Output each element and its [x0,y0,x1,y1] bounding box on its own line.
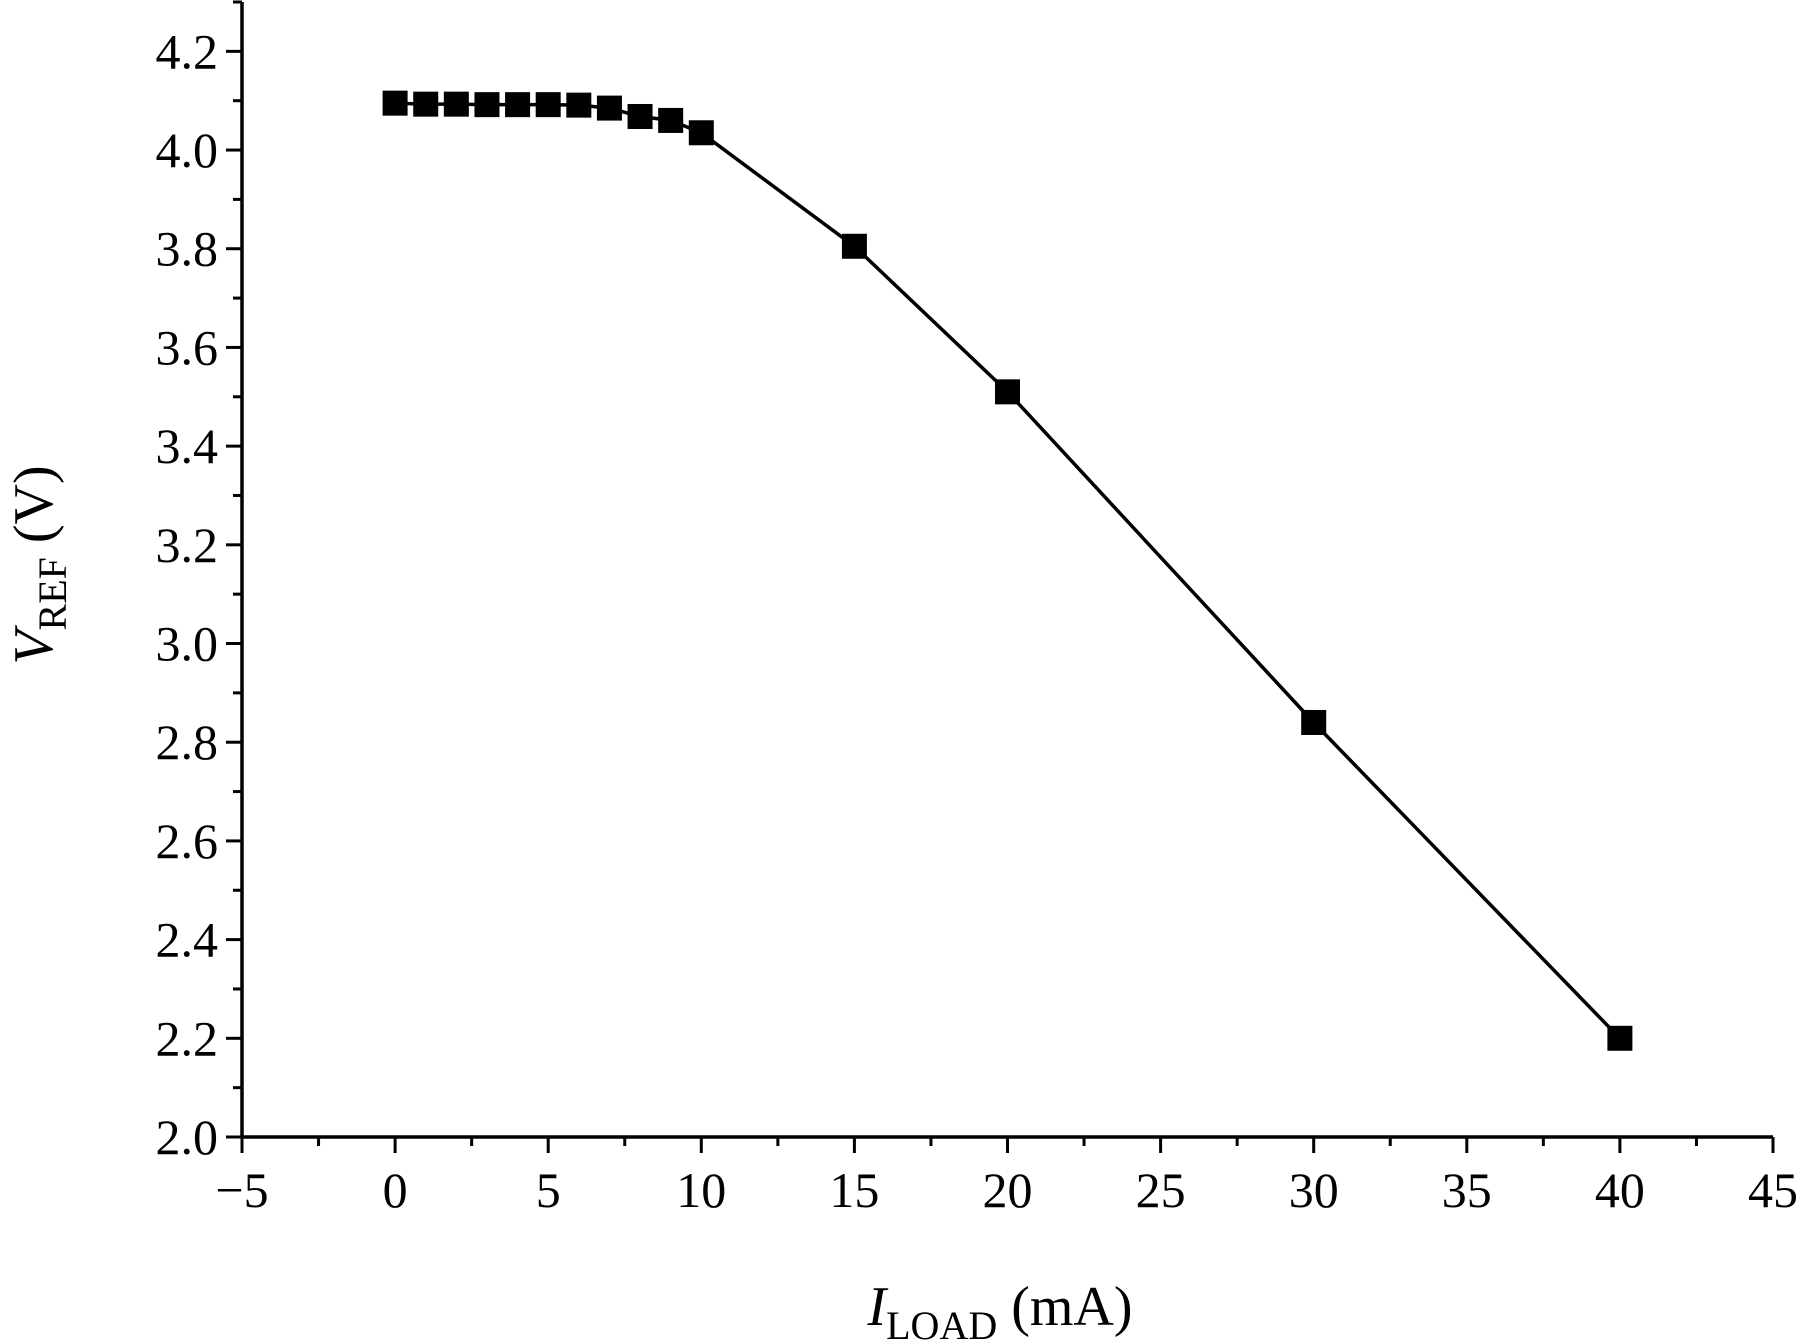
data-point-marker [382,90,408,116]
series-group [382,90,1633,1051]
data-point-marker [505,92,531,118]
x-tick-label: 45 [1748,1162,1798,1218]
x-axis-unit: (mA) [997,1276,1132,1338]
x-tick-label: 20 [983,1162,1033,1218]
axes: −5 0 5 10 15 20 25 30 35 40 45 2.0 2.2 2.4 2.6 2.8 3.0 3.… [156,0,1798,1218]
data-point-marker [413,91,439,117]
y-tick-label: 2.8 [156,714,219,770]
x-axis-symbol: I [866,1276,888,1338]
data-point-marker [688,120,714,146]
y-tick-label: 2.4 [156,912,219,968]
y-tick-label: 3.0 [156,616,219,672]
x-axis-title: ILOAD (mA) [866,1276,1132,1343]
y-tick-label: 2.2 [156,1010,219,1066]
data-point-marker [627,103,653,129]
x-tick-label: 15 [829,1162,879,1218]
y-axis-unit: (V) [3,465,65,557]
data-point-marker [1301,709,1327,735]
y-tick-label: 3.8 [156,221,219,277]
y-axis-subscript: REF [30,557,75,630]
data-point-marker [474,92,500,118]
x-tick-label: 40 [1595,1162,1645,1218]
y-tick-label: 3.4 [156,418,219,474]
x-tick-label: 25 [1136,1162,1186,1218]
y-tick-label: 2.0 [156,1109,219,1165]
y-tick-label: 4.2 [156,23,219,79]
x-tick-label: 30 [1289,1162,1339,1218]
y-tick-label: 3.6 [156,319,219,375]
data-point-marker [841,233,867,259]
data-point-marker [566,92,592,118]
data-point-marker [596,95,622,121]
y-tick-label: 2.6 [156,813,219,869]
y-axis-title: VREF (V) [3,465,75,664]
series-line [395,101,1622,1040]
data-point-marker [658,107,684,133]
y-tick-label: 4.0 [156,122,219,178]
x-tick-label: −5 [215,1162,268,1218]
x-tick-label: 10 [676,1162,726,1218]
data-point-marker [535,92,561,118]
data-point-marker [995,379,1020,405]
data-point-marker [443,91,469,117]
data-point-marker [1607,1025,1633,1051]
x-tick-label: 5 [536,1162,561,1218]
x-tick-label: 0 [383,1162,408,1218]
x-tick-label: 35 [1442,1162,1492,1218]
y-tick-label: 3.2 [156,517,219,573]
x-axis-subscript: LOAD [886,1303,997,1343]
y-axis-symbol: V [3,625,65,665]
